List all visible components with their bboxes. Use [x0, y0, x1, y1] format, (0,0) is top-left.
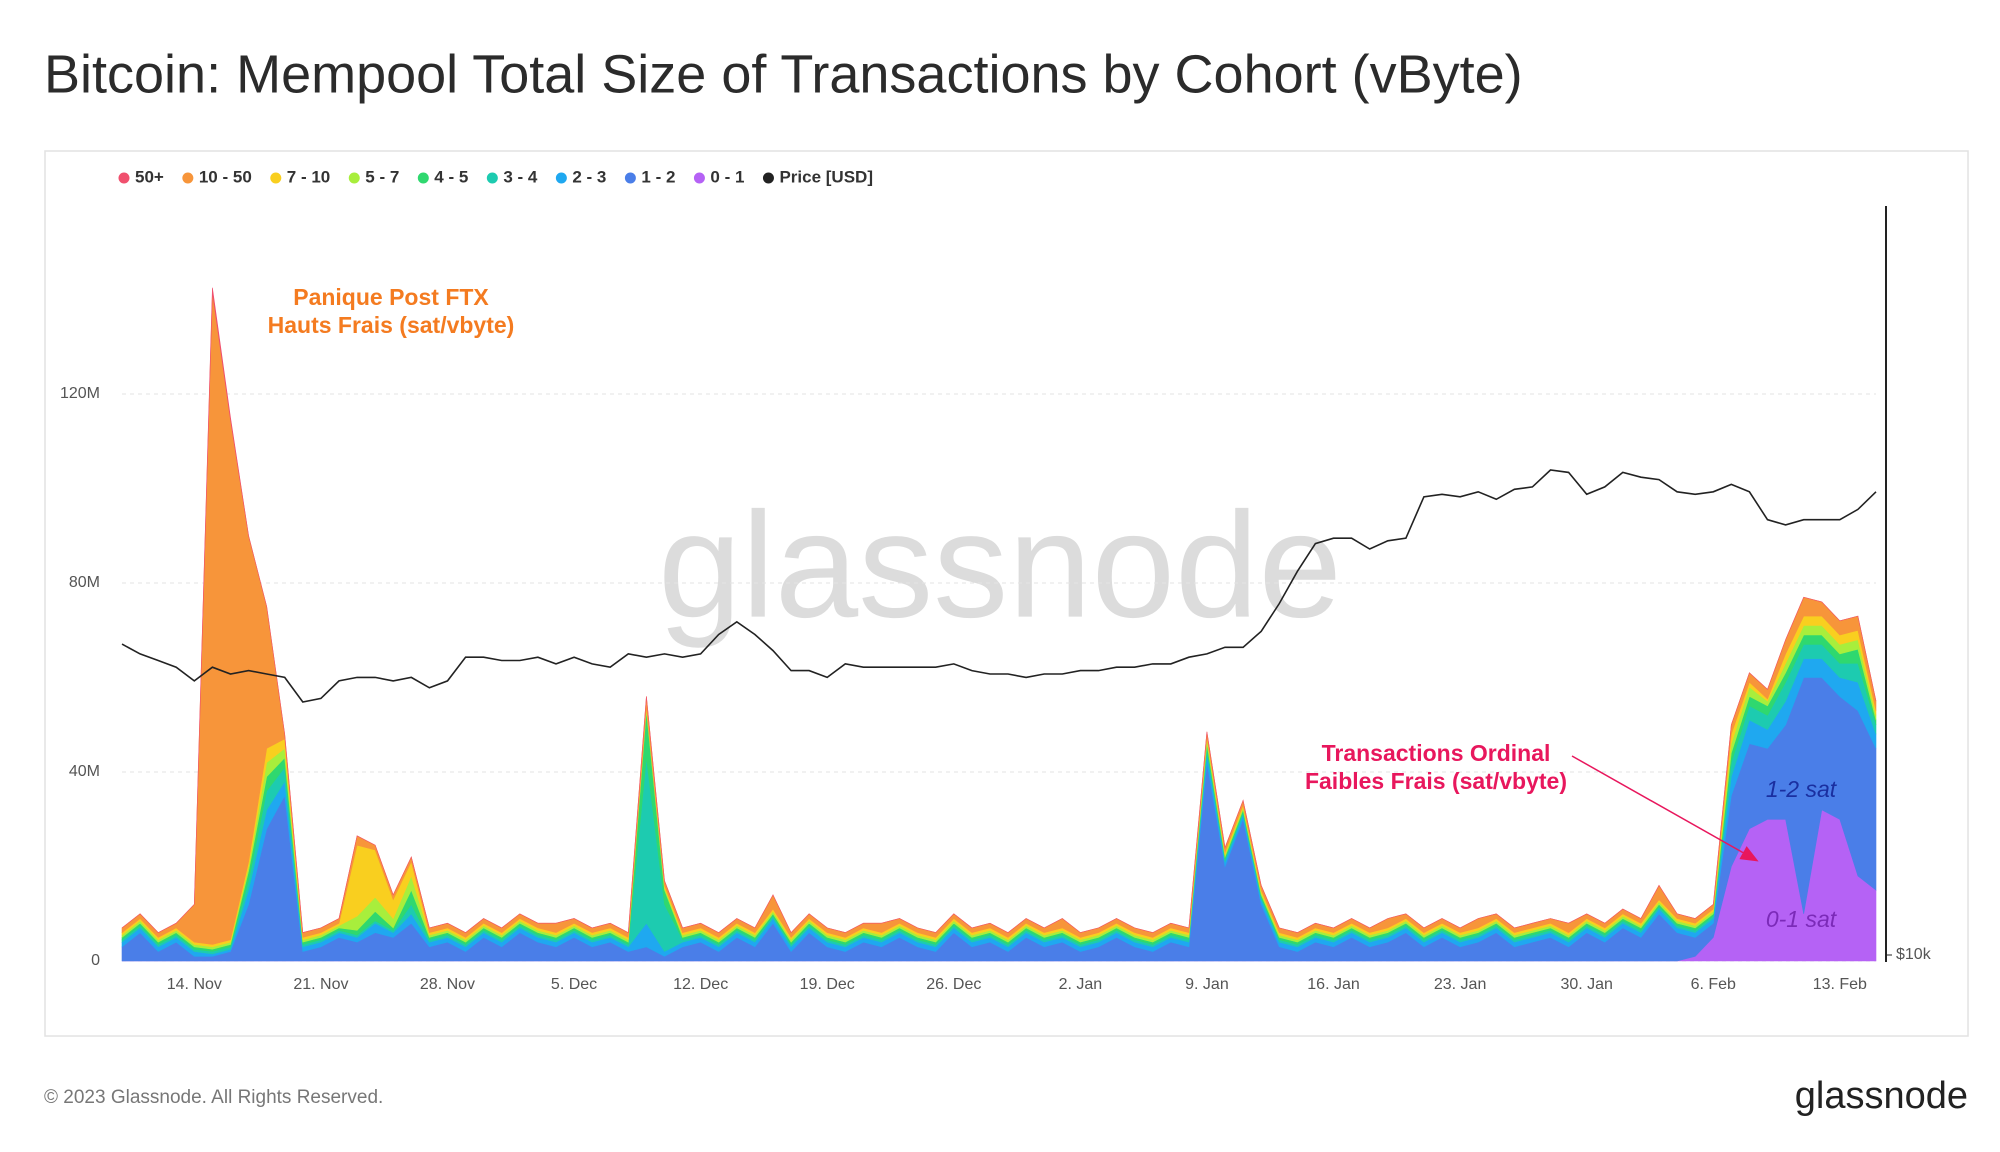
legend-swatch: [762, 172, 774, 184]
area-series: [121, 287, 1877, 934]
legend-swatch: [118, 172, 130, 184]
annotation: Hauts Frais (sat/vbyte): [268, 312, 515, 338]
annotation-arrow: [1571, 755, 1759, 862]
legend-label: 10 - 50: [199, 167, 252, 186]
legend-label: 1 - 2: [641, 167, 675, 186]
legend-swatch: [693, 172, 705, 184]
x-tick-label: 26. Dec: [926, 976, 981, 993]
legend: 50+ 10 - 50 7 - 10 5 - 7 4 - 5 3 - 4 2 - 3 1 - …: [118, 167, 873, 186]
legend-label: 7 - 10: [287, 167, 330, 186]
legend-swatch: [417, 172, 429, 184]
footer-copyright: © 2023 Glassnode. All Rights Reserved.: [44, 1087, 383, 1108]
annotation: 0-1 sat: [1766, 906, 1838, 932]
x-tick-label: 21. Nov: [293, 976, 348, 993]
legend-swatch: [624, 172, 636, 184]
footer-logo: glassnode: [1795, 1075, 1968, 1117]
annotation: 1-2 sat: [1766, 776, 1838, 802]
x-tick-label: 6. Feb: [1691, 976, 1736, 993]
y-tick-label: 40M: [69, 763, 100, 780]
legend-label: 0 - 1: [710, 167, 744, 186]
annotation: Faibles Frais (sat/vbyte): [1305, 768, 1567, 794]
legend-label: 4 - 5: [434, 167, 468, 186]
x-tick-label: 13. Feb: [1813, 976, 1867, 993]
y-tick-label: 120M: [60, 385, 100, 402]
x-tick-label: 14. Nov: [167, 976, 222, 993]
legend-swatch: [486, 172, 498, 184]
legend-swatch: [555, 172, 567, 184]
legend-swatch: [270, 172, 282, 184]
legend-label: Price [USD]: [779, 167, 873, 186]
chart-title: Bitcoin: Mempool Total Size of Transacti…: [44, 44, 1523, 104]
x-tick-label: 12. Dec: [673, 976, 728, 993]
x-tick-label: 19. Dec: [800, 976, 855, 993]
y-tick-label: 80M: [69, 574, 100, 591]
legend-label: 5 - 7: [365, 167, 399, 186]
axes: 0 40M 80M 120M $10k 14. Nov 21. Nov 28. Nov 5. D…: [60, 385, 1932, 993]
annotation: Transactions Ordinal: [1322, 740, 1551, 766]
legend-swatch: [182, 172, 194, 184]
legend-label: 3 - 4: [503, 167, 538, 186]
x-tick-label: 16. Jan: [1307, 976, 1359, 993]
price-line: [121, 469, 1877, 703]
areas: [121, 287, 1877, 962]
x-tick-label: 23. Jan: [1434, 976, 1486, 993]
annotation: Panique Post FTX: [293, 284, 489, 310]
legend-label: 50+: [135, 167, 164, 186]
x-tick-label: 2. Jan: [1059, 976, 1103, 993]
y2-tick-label: $10k: [1896, 946, 1932, 963]
y-tick-label: 0: [91, 952, 100, 969]
lines: [121, 469, 1877, 703]
x-tick-label: 28. Nov: [420, 976, 475, 993]
legend-label: 2 - 3: [572, 167, 606, 186]
watermark: glassnode: [658, 481, 1342, 649]
x-tick-label: 9. Jan: [1185, 976, 1229, 993]
x-tick-label: 5. Dec: [551, 976, 597, 993]
x-tick-label: 30. Jan: [1560, 976, 1612, 993]
legend-swatch: [348, 172, 360, 184]
